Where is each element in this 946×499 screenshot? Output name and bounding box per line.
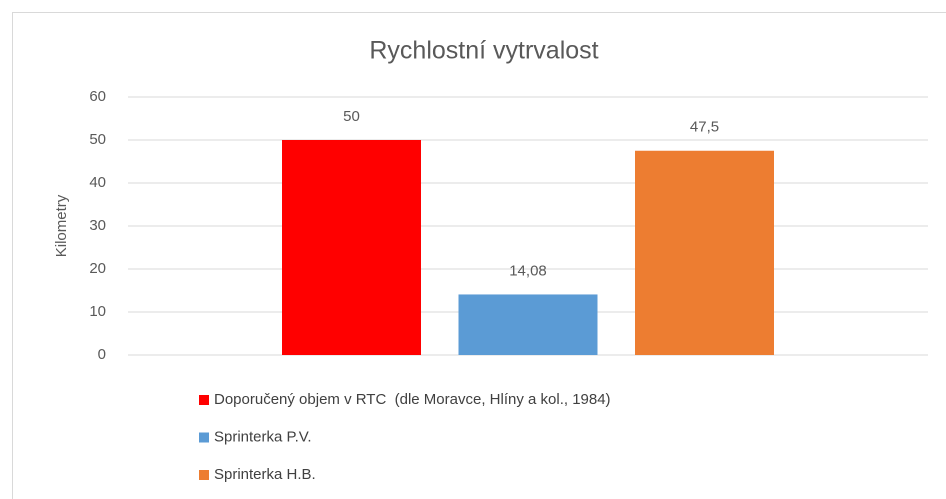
chart-title: Rychlostní vytrvalost (369, 37, 598, 65)
bar (458, 294, 598, 355)
chart-frame (12, 12, 946, 499)
legend-label: Sprinterka H.B. (214, 466, 316, 483)
data-label: 47,5 (690, 119, 719, 136)
y-tick-label: 10 (89, 303, 106, 320)
data-label: 14,08 (509, 262, 547, 279)
data-label: 50 (343, 108, 360, 125)
legend-swatch (199, 470, 209, 480)
y-tick-label: 60 (89, 88, 106, 105)
bar (282, 140, 421, 355)
y-tick-label: 30 (89, 217, 106, 234)
y-axis-label: Kilometry (53, 194, 70, 257)
y-tick-label: 0 (98, 346, 106, 363)
y-tick-label: 40 (89, 174, 106, 191)
y-tick-label: 20 (89, 260, 106, 277)
legend-swatch (199, 432, 209, 443)
y-tick-label: 50 (89, 131, 106, 148)
legend-swatch (199, 395, 209, 405)
bar (635, 150, 774, 355)
legend-label: Doporučený objem v RTC (dle Moravce, Hlí… (214, 391, 611, 408)
legend-label: Sprinterka P.V. (214, 428, 312, 445)
